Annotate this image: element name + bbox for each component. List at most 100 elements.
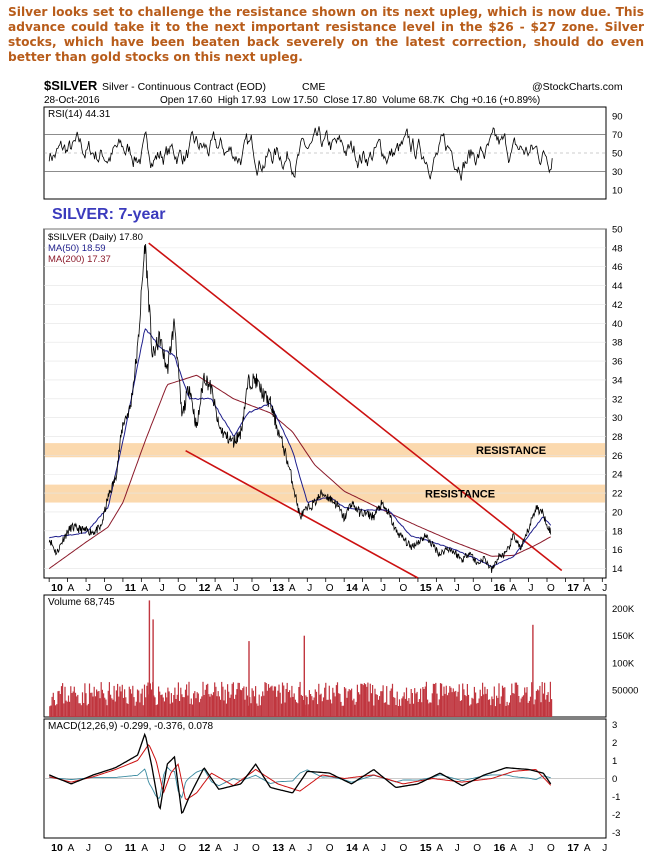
price-tick-label: 40 (612, 319, 623, 330)
volume-bar (373, 705, 375, 717)
resistance-label: RESISTANCE (425, 489, 495, 501)
volume-bar (314, 689, 316, 717)
volume-bar (356, 684, 358, 717)
x-tick-label: 11 (125, 582, 136, 594)
volume-bar (319, 694, 321, 717)
volume-bar (479, 689, 481, 717)
volume-bar (263, 695, 265, 717)
volume-bar (52, 692, 54, 717)
volume-bar (320, 693, 322, 717)
volume-bar (513, 693, 515, 717)
price-tick-label: 32 (612, 394, 623, 405)
volume-bar (361, 683, 363, 717)
volume-bar (286, 682, 288, 717)
volume-bar (234, 698, 236, 717)
volume-layer: 200K 150K 100K 50000 (49, 600, 638, 717)
volume-bar (310, 694, 312, 717)
volume-bar (526, 687, 528, 717)
volume-bar (290, 697, 292, 717)
volume-bar (241, 690, 243, 717)
volume-bar (435, 682, 437, 717)
price-tick-label: 24 (612, 470, 623, 481)
volume-bar (346, 697, 348, 717)
x-tick-label: 13 (272, 582, 284, 594)
volume-bar (540, 702, 542, 717)
volume-bar (191, 704, 194, 717)
resistance-band (45, 443, 605, 458)
volume-bar (343, 687, 346, 717)
x-tick-label: A (510, 583, 517, 594)
volume-bar (355, 701, 357, 717)
volume-bar (335, 685, 337, 717)
volume-bar (212, 692, 215, 717)
volume-bar (367, 682, 369, 717)
rsi-legend: RSI(14) 44.31 (48, 109, 111, 120)
volume-bar (467, 694, 470, 717)
volume-bar (158, 686, 160, 717)
volume-bar (507, 705, 509, 717)
x-tick-label: 10 (51, 842, 63, 854)
price-tick-label: 34 (612, 375, 623, 386)
volume-bar (196, 692, 198, 717)
resistance-label: RESISTANCE (476, 445, 546, 457)
x-tick-label: O (252, 843, 260, 854)
volume-bar (317, 704, 319, 717)
volume-bar (441, 683, 443, 717)
volume-bar (354, 704, 356, 717)
volume-bar (229, 697, 231, 717)
volume-bar (438, 699, 440, 717)
volume-bar (193, 693, 195, 717)
volume-bar (103, 693, 105, 717)
x-tick-label: J (307, 583, 312, 594)
x-tick-label: 15 (420, 842, 432, 854)
volume-bar (87, 703, 89, 717)
volume-bar (519, 702, 521, 717)
x-tick-label: A (68, 843, 75, 854)
volume-bar (283, 685, 285, 717)
volume-bar (210, 693, 212, 717)
volume-bar (318, 683, 320, 717)
volume-bar (225, 703, 227, 717)
x-tick-label: J (86, 583, 91, 594)
volume-spike-bar (303, 635, 305, 717)
volume-bar (408, 698, 410, 717)
volume-bar (397, 706, 399, 717)
x-tick-label: A (289, 583, 296, 594)
volume-bar (232, 682, 234, 717)
volume-bar (255, 686, 257, 717)
price-legend: $SILVER (Daily) 17.80 (48, 232, 143, 243)
volume-bar (386, 686, 388, 717)
volume-bar (81, 692, 84, 717)
price-tick-label: 26 (612, 451, 623, 462)
volume-bar (56, 704, 58, 717)
volume-bar (186, 684, 188, 717)
volume-bar (163, 701, 165, 717)
volume-bar (539, 685, 541, 717)
volume-bar (529, 696, 532, 717)
volume-bar (534, 699, 536, 717)
volume-bar (493, 686, 495, 717)
volume-bar (287, 692, 289, 717)
x-tick-label: O (252, 583, 260, 594)
volume-bar (168, 691, 170, 717)
volume-bar (478, 698, 480, 717)
x-tick-label: 11 (125, 842, 136, 854)
volume-bar (66, 701, 68, 717)
volume-bar (482, 682, 484, 717)
volume-bar (216, 696, 218, 717)
x-tick-label: A (141, 583, 148, 594)
volume-bar (289, 690, 291, 717)
volume-bar (118, 696, 120, 717)
volume-bar (470, 704, 472, 717)
volume-bar (450, 687, 452, 717)
x-tick-label: A (363, 843, 370, 854)
macd-layer: 3 2 1 0 -1 -2 -3 (44, 720, 620, 839)
volume-bar (425, 681, 427, 717)
volume-bar (296, 702, 298, 717)
volume-bar (359, 694, 361, 717)
volume-bar (250, 703, 252, 717)
exchange-label: CME (302, 81, 325, 93)
volume-bar (149, 683, 151, 717)
volume-bar (416, 691, 418, 717)
volume-bar (299, 681, 301, 717)
